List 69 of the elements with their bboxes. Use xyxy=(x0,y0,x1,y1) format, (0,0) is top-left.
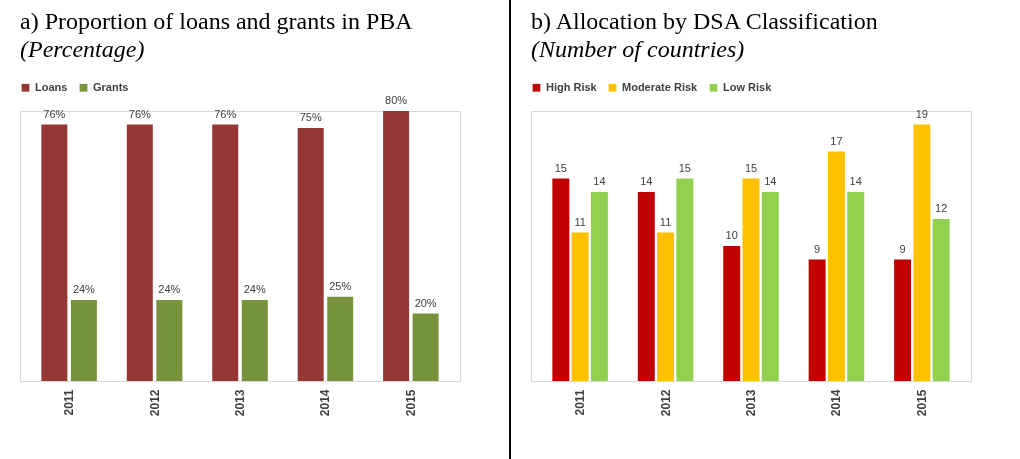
x-tick-label: 2011 xyxy=(573,389,588,416)
data-label: 14 xyxy=(764,175,777,187)
data-label: 25% xyxy=(329,279,352,292)
data-label: 76% xyxy=(214,107,237,120)
bar xyxy=(241,300,268,381)
legend-label: Loans xyxy=(35,80,68,93)
data-label: 14 xyxy=(849,175,862,187)
data-label: 10 xyxy=(725,229,738,241)
data-label: 15 xyxy=(678,161,691,174)
data-label: 80% xyxy=(385,94,408,106)
bar xyxy=(412,313,439,381)
bar xyxy=(70,300,97,381)
bar xyxy=(761,192,779,381)
legend-label: Grants xyxy=(93,80,129,93)
data-label: 17 xyxy=(830,134,843,147)
data-label: 75% xyxy=(299,110,322,123)
chart-subtitle: (Percentage) xyxy=(20,36,145,62)
x-tick-label: 2012 xyxy=(658,389,673,417)
data-label: 14 xyxy=(593,175,606,187)
legend-label: Moderate Risk xyxy=(622,80,699,93)
x-tick-label: 2013 xyxy=(744,389,758,417)
chart-title: a) Proportion of loans and grants in PBA xyxy=(20,8,414,34)
data-label: 24% xyxy=(243,283,266,295)
x-tick-label: 2013 xyxy=(233,389,247,417)
bar xyxy=(827,151,845,381)
data-label: 14 xyxy=(640,175,653,187)
chart-title: b) Allocation by DSA Classification xyxy=(531,8,878,34)
data-label: 20% xyxy=(414,296,437,309)
x-tick-label: 2014 xyxy=(318,389,333,417)
data-label: 11 xyxy=(659,215,672,228)
x-tick-label: 2012 xyxy=(147,389,162,417)
bar xyxy=(590,192,608,381)
bar xyxy=(571,232,589,381)
bar xyxy=(212,124,239,381)
bar xyxy=(41,124,68,381)
bar xyxy=(932,219,950,381)
chart-subtitle: (Number of countries) xyxy=(531,36,745,62)
bar xyxy=(742,178,760,381)
data-label: 19 xyxy=(915,107,928,120)
bar xyxy=(657,232,675,381)
data-label: 24% xyxy=(72,283,96,295)
bar xyxy=(383,111,410,381)
x-tick-label: 2015 xyxy=(403,389,418,417)
data-label: 12 xyxy=(935,202,948,214)
data-label: 15 xyxy=(744,161,758,174)
data-label: 76% xyxy=(43,107,66,120)
bar xyxy=(156,300,183,381)
legend-label: High Risk xyxy=(546,80,598,93)
bar xyxy=(894,259,912,381)
x-tick-label: 2015 xyxy=(914,389,929,417)
bar xyxy=(847,192,865,381)
bar xyxy=(297,127,324,381)
data-label: 76% xyxy=(128,107,152,120)
data-label: 15 xyxy=(554,161,567,174)
bar xyxy=(327,296,354,381)
bar xyxy=(552,178,570,381)
bar xyxy=(676,178,694,381)
bar xyxy=(637,192,655,381)
data-label: 24% xyxy=(158,283,181,295)
x-tick-label: 2011 xyxy=(62,389,77,416)
legend-label: Low Risk xyxy=(723,80,773,93)
data-label: 9 xyxy=(814,242,821,255)
data-label: 11 xyxy=(574,215,586,228)
bar xyxy=(723,246,741,381)
bar xyxy=(913,124,931,381)
data-label: 9 xyxy=(899,242,906,255)
bar xyxy=(808,259,826,381)
bar xyxy=(126,124,153,381)
x-tick-label: 2014 xyxy=(829,389,844,417)
